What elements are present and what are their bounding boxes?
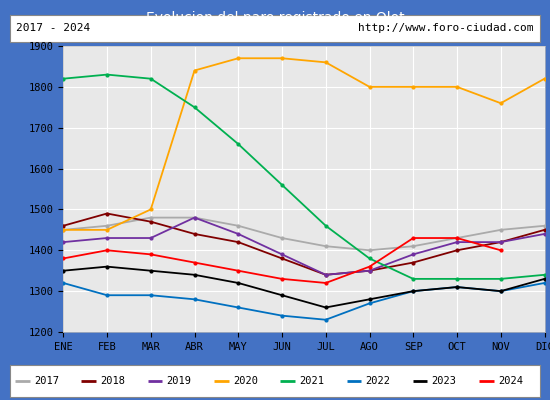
Text: 2017 - 2024: 2017 - 2024	[16, 23, 91, 33]
Text: 2018: 2018	[100, 376, 125, 386]
Text: 2020: 2020	[233, 376, 258, 386]
Text: 2023: 2023	[432, 376, 456, 386]
Text: 2017: 2017	[34, 376, 59, 386]
Text: http://www.foro-ciudad.com: http://www.foro-ciudad.com	[358, 23, 534, 33]
Text: 2019: 2019	[167, 376, 191, 386]
Text: 2024: 2024	[498, 376, 523, 386]
Text: 2021: 2021	[299, 376, 324, 386]
Text: Evolucion del paro registrado en Olot: Evolucion del paro registrado en Olot	[146, 11, 404, 25]
Text: 2022: 2022	[365, 376, 390, 386]
